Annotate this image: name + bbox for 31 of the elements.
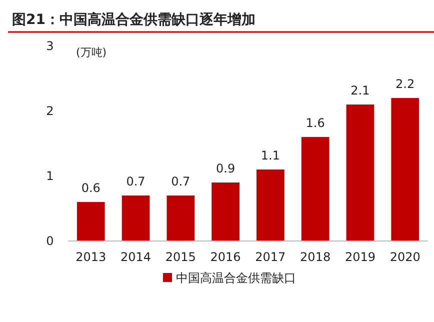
bar: [76, 202, 105, 241]
chart-title: 图21：中国高温合金供需缺口逐年增加: [12, 11, 256, 28]
y-axis-title: (万吨): [76, 46, 107, 59]
bar: [346, 104, 374, 241]
bar: [166, 196, 195, 241]
bar: [301, 137, 330, 241]
data-label: 0.7: [171, 174, 190, 188]
x-tick-label: 2017: [255, 250, 286, 264]
x-tick-label: 2019: [344, 250, 376, 264]
legend-label: 中国高温合金供需缺口: [176, 271, 296, 285]
y-tick-label: 0: [46, 234, 54, 248]
data-label: 1.6: [306, 116, 325, 130]
data-label: 2.1: [350, 84, 370, 98]
data-label: 0.9: [216, 162, 236, 176]
bar: [212, 182, 240, 241]
data-label: 1.1: [260, 148, 280, 162]
bar: [122, 196, 150, 241]
x-tick-label: 2018: [300, 250, 331, 264]
bar: [256, 170, 284, 241]
y-tick-label: 2: [46, 104, 54, 118]
y-tick-label: 3: [46, 39, 54, 53]
data-label: 0.6: [81, 181, 100, 195]
x-tick-label: 2020: [390, 250, 420, 264]
bar: [391, 98, 420, 241]
x-tick-label: 2013: [76, 250, 106, 264]
y-tick-label: 1: [46, 169, 54, 183]
x-tick-label: 2015: [165, 250, 196, 264]
data-label: 0.7: [126, 174, 146, 188]
x-tick-label: 2016: [210, 250, 241, 264]
x-tick-label: 2014: [120, 250, 152, 264]
data-label: 2.2: [396, 77, 415, 91]
